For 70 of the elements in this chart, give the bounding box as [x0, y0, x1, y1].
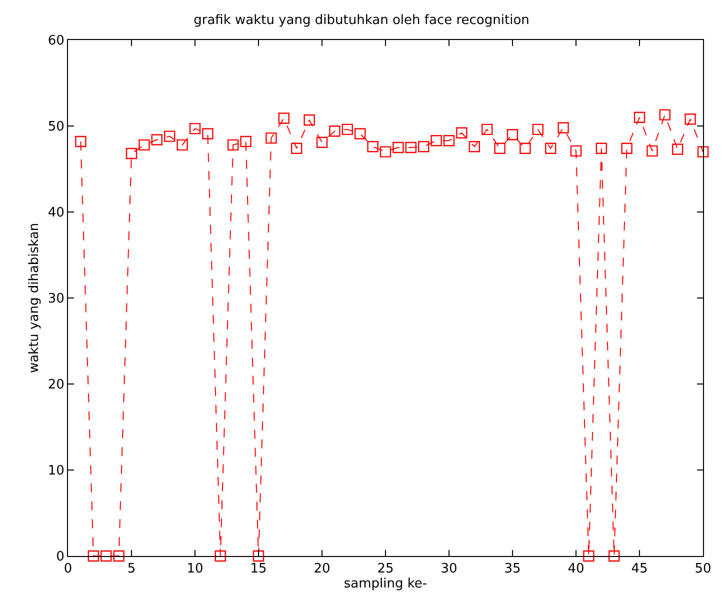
x-tick-label: 40	[568, 562, 584, 577]
point	[418, 141, 430, 152]
point	[291, 142, 302, 154]
point	[659, 109, 670, 120]
x-tick-label: 50	[694, 562, 712, 577]
point	[88, 550, 99, 562]
point	[558, 122, 569, 134]
point	[189, 122, 201, 134]
point	[634, 112, 646, 123]
y-tick-label: 40	[48, 206, 64, 221]
point	[100, 550, 112, 562]
point	[367, 141, 378, 152]
point	[684, 114, 696, 125]
point	[202, 128, 214, 140]
point	[520, 142, 531, 154]
y-axis-title: waktu yang dihabiskan	[26, 222, 42, 374]
x-tick-label: 30	[440, 562, 458, 577]
point	[456, 127, 468, 138]
point	[430, 135, 442, 146]
x-tick-label: 20	[314, 562, 330, 577]
x-tick-label: 15	[250, 562, 267, 577]
point	[697, 146, 709, 158]
point	[151, 134, 162, 146]
point	[380, 146, 392, 158]
y-tick-label: 0	[56, 550, 64, 565]
point	[545, 142, 556, 154]
chart-title: grafik waktu yang dibutuhkan oleh face recognition	[194, 13, 530, 28]
x-tick-label: 35	[504, 562, 521, 577]
point	[482, 124, 493, 136]
point	[570, 145, 582, 157]
x-tick-label: 10	[186, 562, 204, 577]
point	[252, 550, 264, 562]
x-tick-label: 25	[377, 562, 394, 577]
point	[392, 142, 404, 154]
point	[329, 126, 340, 137]
point	[176, 139, 188, 151]
point	[583, 550, 594, 562]
point	[164, 130, 176, 142]
x-tick-label: 5	[127, 562, 136, 577]
point	[621, 142, 632, 154]
point	[126, 148, 138, 160]
point	[266, 132, 277, 144]
point	[354, 128, 366, 140]
point	[316, 136, 328, 148]
point	[214, 550, 226, 562]
x-tick-label: 45	[631, 562, 648, 577]
point	[278, 112, 290, 124]
point	[405, 142, 416, 154]
point	[443, 135, 455, 146]
point	[646, 145, 658, 157]
y-tick-label: 50	[48, 120, 64, 135]
y-tick-label: 30	[48, 292, 64, 307]
y-tick-label: 10	[48, 464, 64, 479]
y-tick-label: 20	[48, 378, 64, 393]
point	[342, 124, 353, 136]
point	[532, 124, 544, 136]
point	[113, 550, 124, 562]
point	[240, 136, 252, 148]
point	[608, 550, 620, 562]
x-axis-title: sampling ke-	[344, 576, 428, 592]
point	[494, 142, 506, 154]
point	[672, 144, 684, 155]
point	[228, 139, 239, 151]
point	[304, 114, 315, 126]
y-tick-label: 60	[48, 34, 64, 49]
point	[596, 142, 607, 154]
point	[468, 141, 480, 152]
point	[75, 136, 86, 148]
point	[138, 139, 150, 151]
point	[506, 129, 518, 140]
